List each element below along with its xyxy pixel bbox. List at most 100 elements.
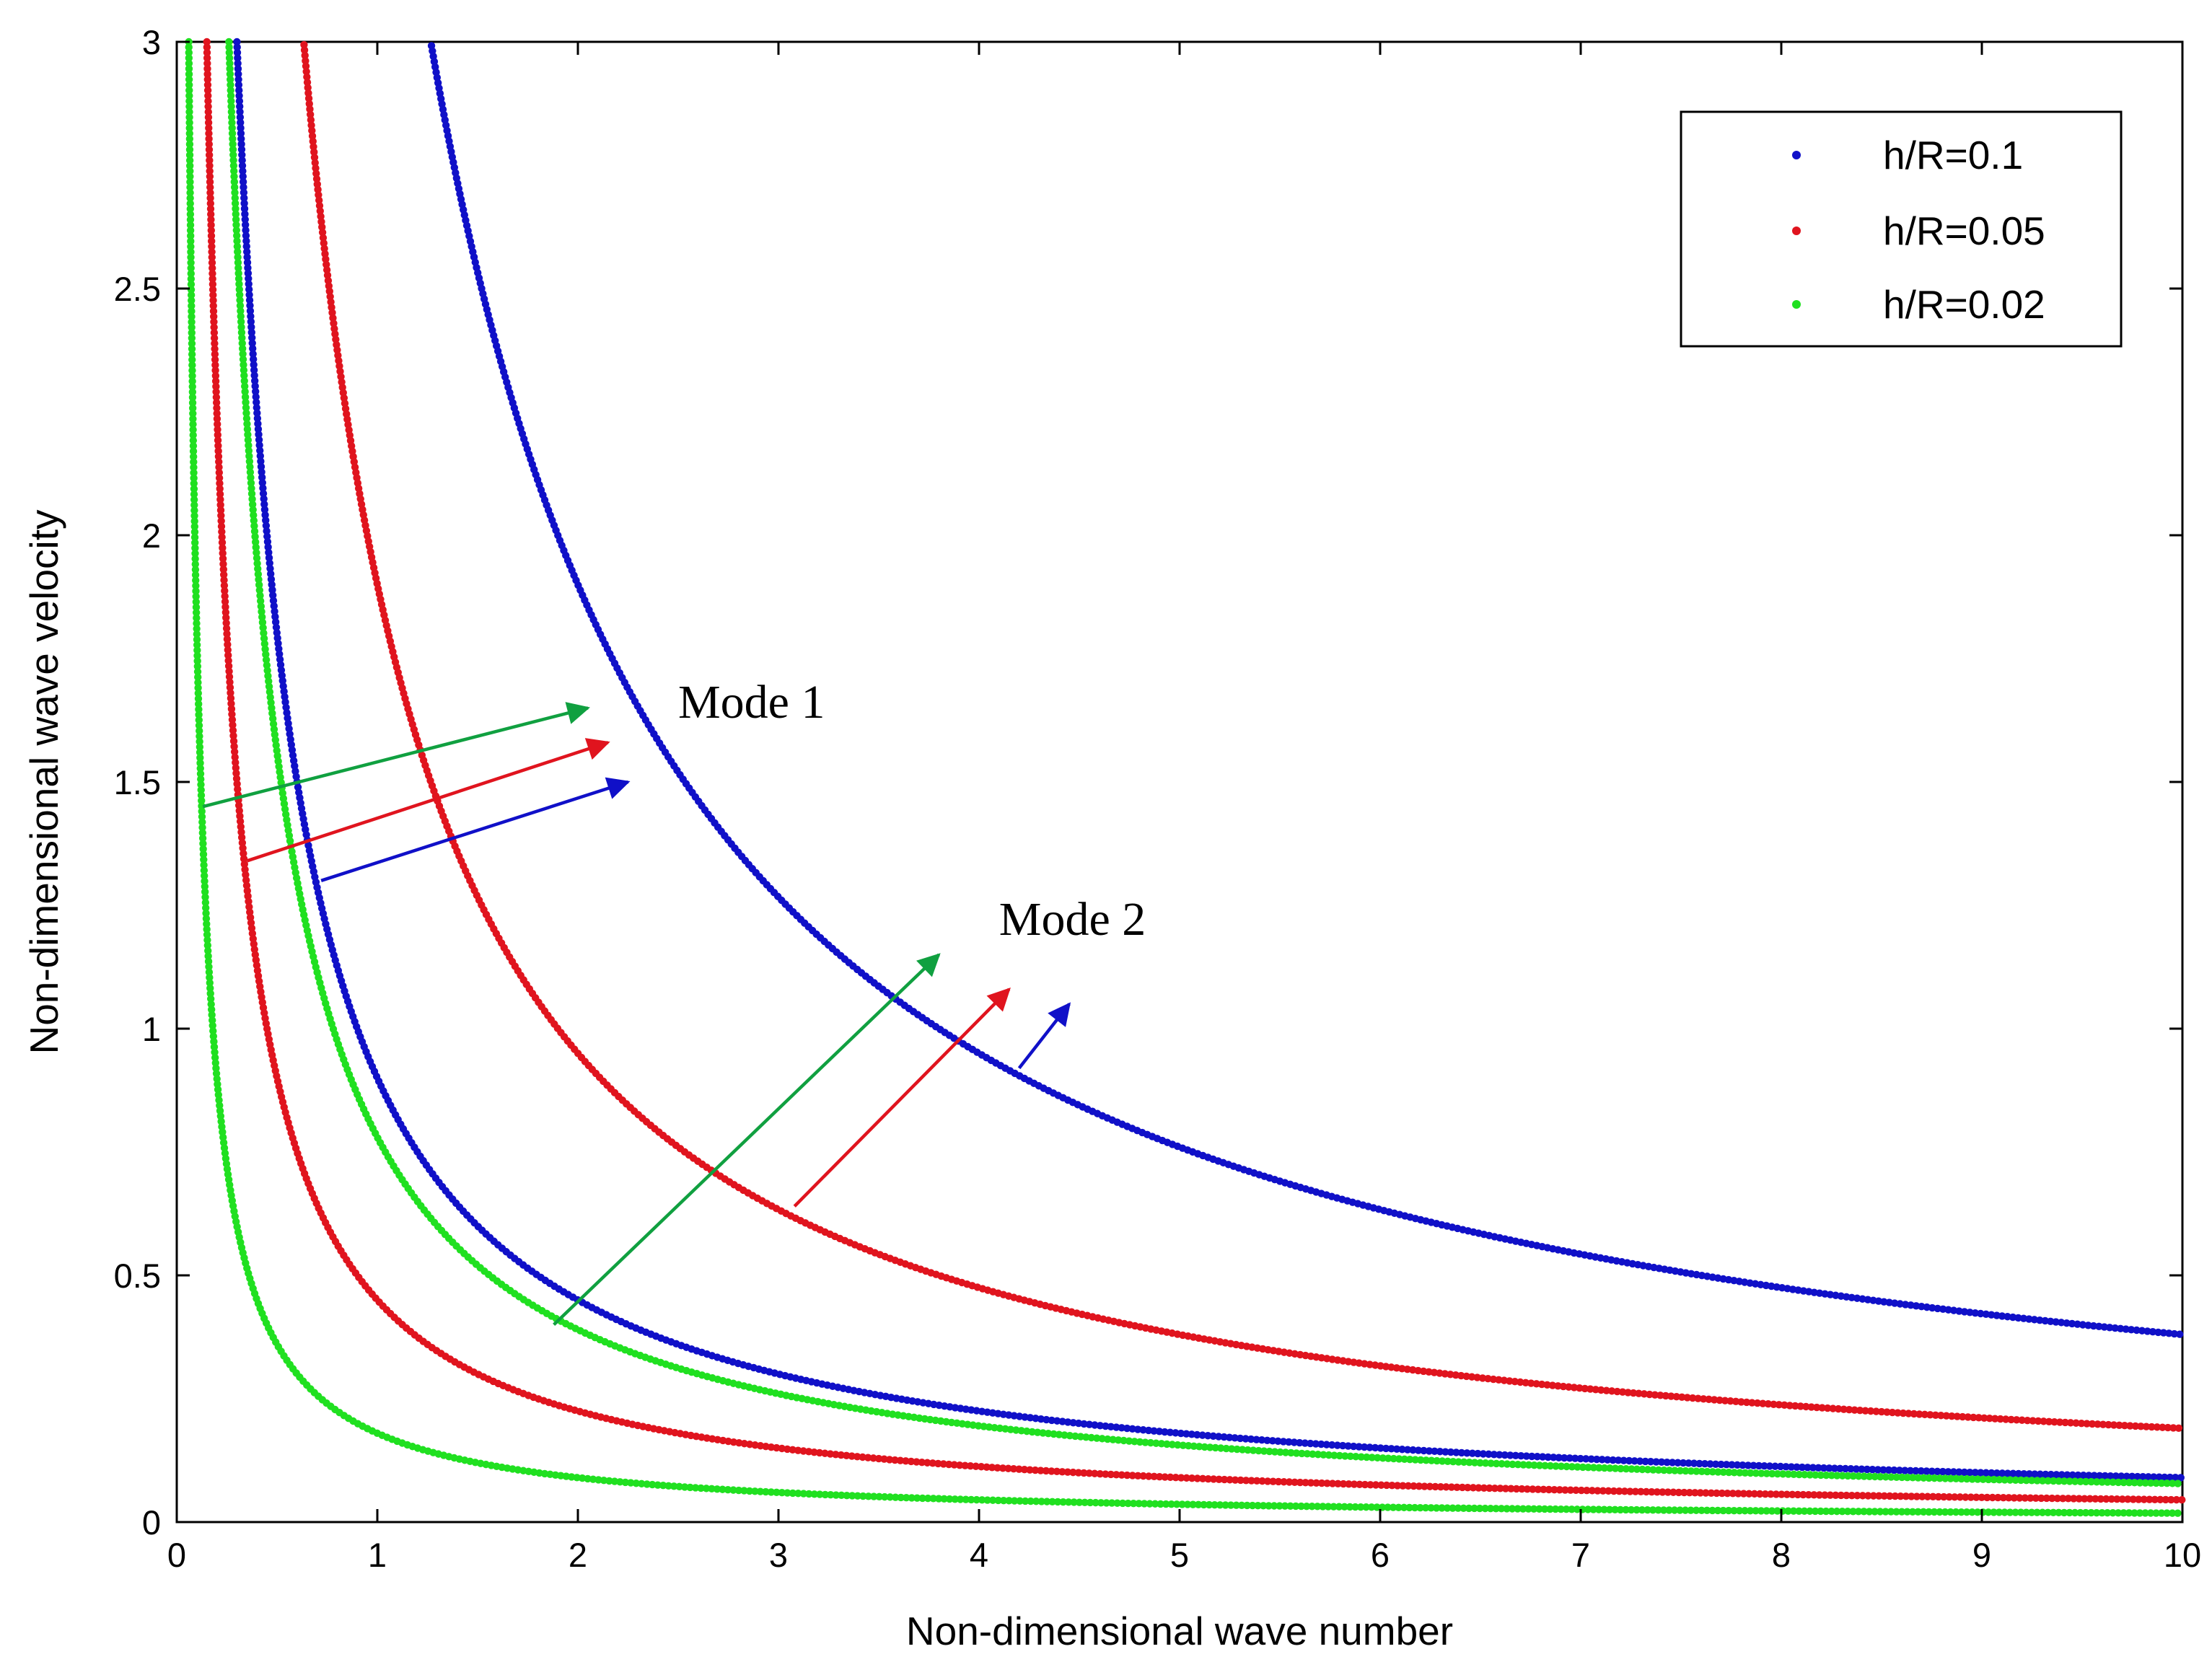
data-point [237,146,246,154]
data-point [1801,1471,1809,1479]
data-point [993,1464,1001,1472]
data-point [203,931,211,938]
data-point [2168,1509,2177,1517]
data-point [2061,1418,2069,1427]
data-point [236,113,245,121]
data-point [209,286,217,294]
data-point [185,92,193,100]
data-point [1524,1461,1533,1469]
data-point [1055,1430,1063,1438]
data-point [2124,1495,2132,1503]
data-point [1134,1472,1142,1479]
data-point [1622,1505,1630,1514]
data-point [247,323,255,331]
data-point [1374,1454,1382,1462]
data-point [1356,1503,1365,1511]
data-point [185,140,194,149]
data-point [190,528,199,536]
data-point [2141,1509,2149,1517]
data-point [190,522,198,531]
data-point [1646,1458,1655,1466]
data-point [189,452,198,461]
data-point [1206,1443,1214,1451]
data-point [2001,1476,2009,1484]
data-point [675,1482,683,1491]
data-point [206,199,215,208]
data-point [973,1495,980,1504]
data-point [185,107,193,116]
data-point [185,124,193,132]
data-point [185,102,193,110]
data-point [773,1488,781,1497]
data-point [203,38,211,46]
data-point [1947,1474,1954,1482]
data-point [1991,1415,1999,1423]
data-point [2053,1471,2060,1479]
data-point [242,404,250,412]
data-point [934,1495,943,1503]
data-point [1968,1508,1976,1516]
data-point [1172,1474,1180,1482]
data-point [1948,1412,1956,1420]
data-point [1215,1475,1223,1483]
data-point [196,754,204,762]
data-point [1145,1472,1153,1480]
data-point [2123,1472,2130,1480]
data-point [1238,1446,1247,1454]
data-point [207,216,215,224]
data-point [2033,1477,2041,1485]
data-point [1346,1452,1355,1461]
data-point [239,167,247,175]
data-point [1748,1399,1756,1407]
data-point [1941,1508,1949,1516]
data-point [1983,1493,1991,1502]
data-point [231,753,239,761]
data-point [2014,1469,2023,1478]
data-point [1931,1411,1940,1420]
data-point [1114,1436,1123,1444]
data-point [1663,1458,1671,1467]
data-point [235,92,243,100]
data-point [1136,1438,1144,1446]
data-point [1109,1435,1117,1443]
data-point [881,1492,889,1501]
data-point [221,586,229,595]
data-point [232,210,240,219]
data-point [1973,1475,1982,1483]
data-point [213,404,221,412]
data-point [794,1490,802,1498]
data-point [192,592,200,601]
data-point [697,1484,705,1492]
data-point [216,501,224,509]
data-point [2159,1329,2168,1337]
data-point [211,377,220,385]
data-point [1802,1402,1810,1411]
data-point [190,501,198,509]
data-point [233,237,241,245]
data-point [190,517,198,525]
data-point [1602,1386,1610,1394]
data-point [1815,1491,1824,1499]
data-point [224,662,233,670]
data-point [210,323,218,331]
data-point [2055,1418,2064,1426]
legend-marker-h-r-0-02 [1792,300,1801,309]
x-tick-label: 1 [368,1536,387,1574]
data-point [1357,1453,1365,1461]
data-point [1722,1461,1731,1469]
data-point [1659,1488,1667,1496]
data-point [1226,1501,1235,1509]
legend-label-h-r-0-05: h/R=0.05 [1883,208,2045,253]
data-point [207,221,215,229]
data-point [1436,1482,1445,1491]
data-point [864,1454,872,1461]
data-point [211,361,219,369]
data-point [209,291,217,299]
data-point [1044,1430,1053,1438]
data-point [185,54,193,62]
data-point [1909,1474,1917,1482]
data-point [255,586,264,594]
data-point [810,1490,819,1498]
data-point [2103,1478,2112,1486]
data-point [1523,1485,1532,1493]
